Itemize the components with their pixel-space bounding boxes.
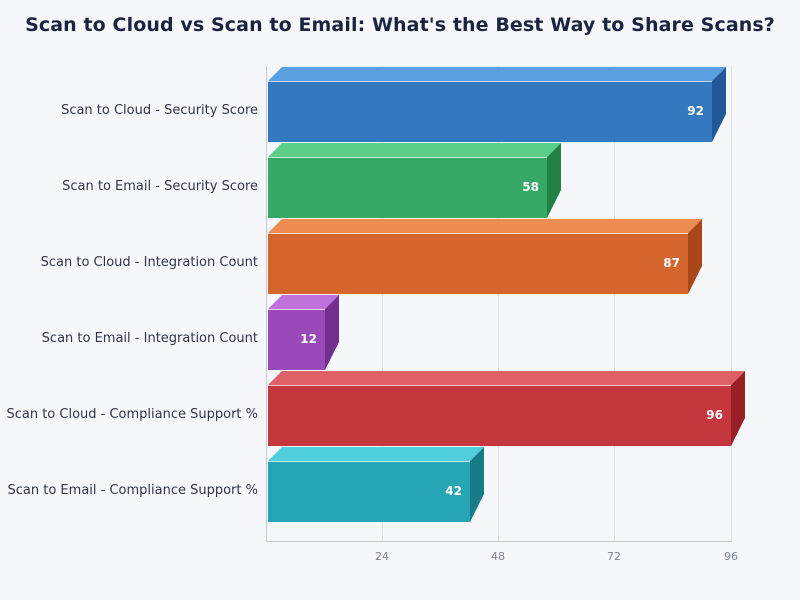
x-tick-label: 96 [724, 550, 738, 563]
bar-value-label: 58 [522, 180, 539, 194]
bar-value-label: 12 [300, 332, 317, 346]
category-label: Scan to Cloud - Security Score [61, 103, 258, 118]
gridline-72 [614, 66, 615, 541]
bar-front-face [268, 233, 688, 294]
gridline-96 [731, 66, 732, 541]
gridline-48 [498, 66, 499, 541]
y-axis-line [266, 66, 267, 542]
bar-front-face [268, 309, 325, 370]
bar-top-face [268, 67, 726, 81]
bar-top-face [268, 143, 561, 157]
category-label: Scan to Email - Integration Count [41, 331, 258, 346]
gridline-24 [382, 66, 383, 541]
category-label: Scan to Email - Security Score [62, 179, 258, 194]
bar-front-face [268, 157, 547, 218]
x-tick-label: 24 [375, 550, 389, 563]
x-tick-label: 72 [607, 550, 621, 563]
bar-front-face [268, 385, 731, 446]
bar-value-label: 42 [445, 484, 462, 498]
bar-value-label: 96 [706, 408, 723, 422]
bar-value-label: 92 [687, 104, 704, 118]
bar-front-face [268, 461, 470, 522]
bar-top-face [268, 371, 745, 385]
bar-value-label: 87 [663, 256, 680, 270]
category-label: Scan to Cloud - Compliance Support % [6, 407, 258, 422]
bar-top-face [268, 295, 339, 309]
x-tick-label: 48 [491, 550, 505, 563]
category-label: Scan to Email - Compliance Support % [7, 483, 258, 498]
x-axis-line [266, 541, 732, 542]
bar-front-face [268, 81, 712, 142]
chart-title: Scan to Cloud vs Scan to Email: What's t… [25, 14, 775, 36]
bar-top-face [268, 219, 702, 233]
category-label: Scan to Cloud - Integration Count [40, 255, 258, 270]
bar-top-face [268, 447, 484, 461]
